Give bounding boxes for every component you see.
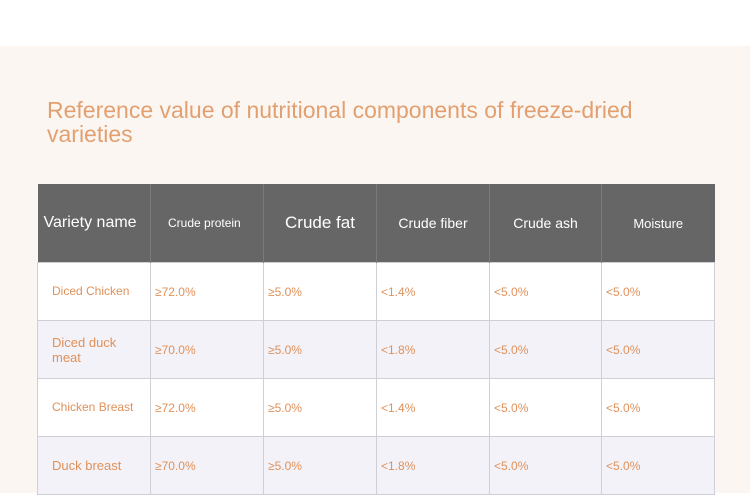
- crude-fat-cell: ≥5.0%: [263, 262, 377, 321]
- crude-ash-cell: <5.0%: [489, 320, 602, 379]
- header-moisture: Moisture: [601, 184, 715, 263]
- header-crude-ash: Crude ash: [489, 184, 602, 263]
- crude-fat-cell: ≥5.0%: [263, 436, 377, 495]
- header-crude-fat: Crude fat: [263, 184, 377, 263]
- header-variety-name: Variety name: [37, 184, 151, 263]
- crude-protein-cell: ≥70.0%: [150, 320, 264, 379]
- crude-ash-cell: <5.0%: [489, 262, 602, 321]
- table-row: Diced duck meat ≥70.0% ≥5.0% <1.8% <5.0%…: [37, 320, 715, 379]
- table-row: Diced Chicken ≥72.0% ≥5.0% <1.4% <5.0% <…: [37, 262, 715, 321]
- crude-protein-cell: ≥72.0%: [150, 262, 264, 321]
- crude-fiber-cell: <1.4%: [376, 378, 490, 437]
- crude-protein-cell: ≥70.0%: [150, 436, 264, 495]
- page-title: Reference value of nutritional component…: [47, 97, 633, 147]
- moisture-cell: <5.0%: [601, 320, 715, 379]
- crude-fiber-cell: <1.4%: [376, 262, 490, 321]
- header-crude-protein: Crude protein: [150, 184, 264, 263]
- variety-name-cell: Chicken Breast: [37, 378, 151, 437]
- crude-fiber-cell: <1.8%: [376, 436, 490, 495]
- crude-fat-cell: ≥5.0%: [263, 378, 377, 437]
- variety-name-cell: Diced duck meat: [37, 320, 151, 379]
- table-row: Chicken Breast ≥72.0% ≥5.0% <1.4% <5.0% …: [37, 378, 715, 437]
- nutrition-table: Variety name Crude protein Crude fat Cru…: [37, 184, 715, 495]
- moisture-cell: <5.0%: [601, 262, 715, 321]
- variety-name-cell: Diced Chicken: [37, 262, 151, 321]
- crude-fat-cell: ≥5.0%: [263, 320, 377, 379]
- header-crude-fiber: Crude fiber: [376, 184, 490, 263]
- crude-fiber-cell: <1.8%: [376, 320, 490, 379]
- moisture-cell: <5.0%: [601, 436, 715, 495]
- crude-ash-cell: <5.0%: [489, 436, 602, 495]
- table-header-row: Variety name Crude protein Crude fat Cru…: [37, 184, 715, 263]
- crude-ash-cell: <5.0%: [489, 378, 602, 437]
- table-row: Duck breast ≥70.0% ≥5.0% <1.8% <5.0% <5.…: [37, 436, 715, 495]
- variety-name-cell: Duck breast: [37, 436, 151, 495]
- moisture-cell: <5.0%: [601, 378, 715, 437]
- crude-protein-cell: ≥72.0%: [150, 378, 264, 437]
